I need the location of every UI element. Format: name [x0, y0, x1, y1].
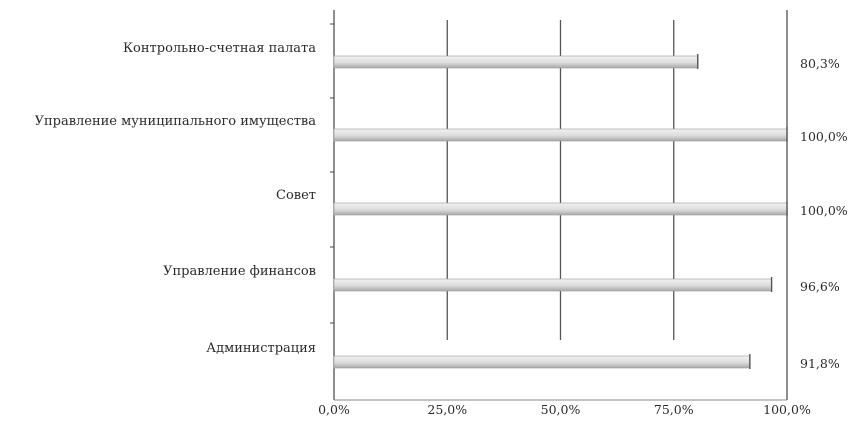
bar: [333, 202, 788, 216]
category-label: Управление муниципального имущества: [35, 114, 317, 129]
value-label: 100,0%: [800, 203, 848, 218]
value-label: 96,6%: [800, 279, 840, 294]
value-label: 100,0%: [800, 129, 848, 144]
x-tick-label: 100,0%: [763, 402, 811, 417]
value-label: 80,3%: [800, 56, 840, 71]
bar: [333, 355, 751, 369]
category-label: Администрация: [206, 341, 316, 356]
bar: [333, 278, 772, 292]
category-label: Управление финансов: [163, 264, 316, 279]
x-tick-label: 75,0%: [654, 402, 694, 417]
x-tick-label: 50,0%: [541, 402, 581, 417]
bar: [333, 55, 699, 69]
category-label: Контрольно-счетная палата: [123, 41, 316, 56]
x-tick-label: 0,0%: [318, 402, 350, 417]
category-label: Совет: [276, 188, 316, 203]
value-label: 91,8%: [800, 356, 840, 371]
x-tick-label: 25,0%: [427, 402, 467, 417]
bar: [333, 128, 788, 142]
